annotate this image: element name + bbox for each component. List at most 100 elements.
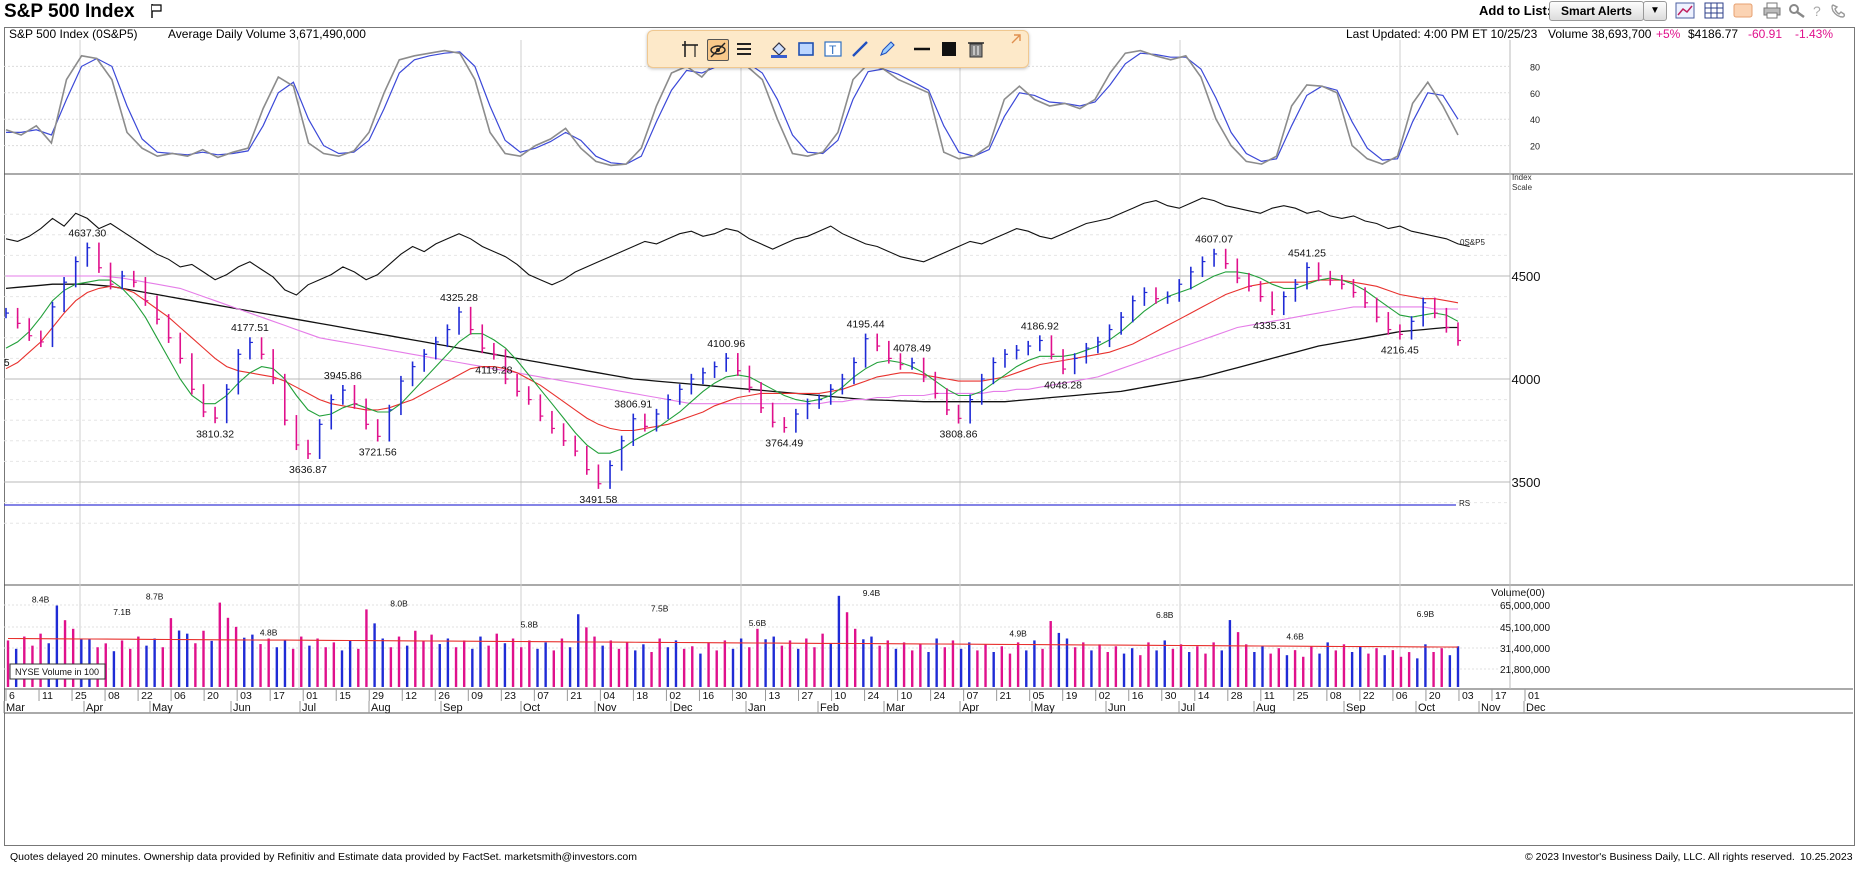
month-label: Aug [371,702,391,714]
price-annotation: 4195.44 [847,319,885,331]
flag-icon[interactable] [150,3,164,19]
volume-bar [878,645,881,687]
volume-bar [373,623,376,687]
svg-text:T: T [829,43,837,57]
hide-eye-icon[interactable] [707,39,729,61]
volume-bar [332,642,336,687]
rs-label: RS [1459,499,1470,508]
volume-annotation: 5.8B [521,620,539,630]
month-label: Apr [86,702,103,714]
volume-bar [1082,642,1085,687]
volume-bar [275,647,279,687]
volume-bar [169,618,173,687]
print-icon[interactable] [1762,2,1782,19]
table-icon[interactable] [1704,2,1724,19]
collapse-icon[interactable] [1010,33,1022,45]
volume-bar [609,640,613,687]
date-tick-label: 22 [141,690,153,702]
volume-bar [177,630,181,687]
volume-annotation: 5.6B [749,618,767,628]
volume-bar [1269,653,1272,687]
volume-bar [1448,655,1452,687]
month-label: Sep [443,702,463,714]
help-icon[interactable]: ? [1810,2,1824,19]
date-tick-label: 02 [1099,690,1111,702]
volume-bar [919,644,922,687]
volume-bar [911,650,914,687]
date-tick-label: 10 [835,690,847,702]
line-chart-icon[interactable] [1675,2,1695,19]
volume-bar [1245,644,1248,687]
highlight-icon[interactable] [1733,2,1753,19]
date-tick-label: 03 [1462,690,1474,702]
price-annotation: 4078.49 [893,343,931,355]
month-label: Dec [673,702,693,714]
rectangle-icon[interactable] [796,39,816,59]
volume-bar [894,648,898,687]
phone-icon[interactable] [1829,2,1849,19]
volume-bar [1367,653,1370,687]
color-swatch-icon[interactable] [939,39,959,59]
month-label: Oct [1418,702,1435,714]
volume-annotation: 8.4B [32,595,50,605]
price-annotation: 4177.51 [231,322,269,334]
line-weight-icon[interactable] [912,39,932,59]
date-tick-label: 30 [1165,690,1177,702]
text-tool-icon[interactable]: T [823,39,843,59]
volume-bar [471,648,474,687]
month-label: Oct [523,702,540,714]
pencil-icon[interactable] [877,39,897,59]
list-icon[interactable] [734,39,754,59]
volume-bar [1122,653,1126,687]
volume-bar [829,643,832,687]
crosshair-icon[interactable] [680,39,700,59]
price-tick-label: 3500 [1512,475,1541,490]
date-tick-label: 25 [1297,690,1309,702]
volume-bar [723,640,727,687]
volume-bar [381,638,384,687]
volume-bar [267,638,270,687]
date-tick-label: 13 [769,690,781,702]
volume-annotation: 6.9B [1417,609,1435,619]
volume-bar [968,642,971,687]
month-label: Jul [1181,702,1195,714]
avg-volume-label: Average Daily Volume 3,671,490,000 [168,27,366,41]
volume-bar [788,640,792,687]
volume-bar [1285,655,1289,687]
volume-tick-label: 21,800,000 [1500,665,1550,676]
volume-bar [291,648,295,687]
footer-copyright: © 2023 Investor's Business Daily, LLC. A… [1525,851,1795,863]
volume-bar [153,638,156,687]
date-tick-label: 24 [934,690,946,702]
paint-bucket-icon[interactable] [769,39,789,59]
volume-bar [1204,653,1207,687]
trendline-icon[interactable] [850,39,870,59]
volume-tick-label: 65,000,000 [1500,601,1550,612]
date-tick-label: 23 [504,690,516,702]
date-tick-label: 04 [603,690,615,702]
volume-axis-title: Volume(00) [1491,587,1545,599]
volume-bar [1277,648,1280,687]
smart-alerts-select[interactable]: Smart Alerts [1549,1,1644,21]
date-tick-label: 29 [372,690,384,702]
volume-tick-label: 31,400,000 [1500,644,1550,655]
volume-bar [682,648,686,687]
volume-bar [1179,644,1183,687]
volume-bar [748,647,751,687]
price-annotation: 3764.49 [765,438,803,450]
volume-bar [1236,632,1240,687]
tools-icon[interactable] [1787,2,1807,19]
volume-label: Volume 38,693,700 [1548,27,1652,41]
chevron-down-icon[interactable]: ▼ [1643,1,1667,21]
month-label: Jan [748,702,766,714]
volume-bar [1016,642,1020,687]
volume-bar [251,634,254,687]
price-annotation: 4335.31 [1253,320,1291,332]
month-label: Mar [886,702,905,714]
volume-bar [1293,650,1297,687]
index-scale-label: Index [1512,173,1532,182]
volume-bar [601,645,604,687]
volume-bar [577,614,580,687]
trash-icon[interactable] [966,39,986,59]
